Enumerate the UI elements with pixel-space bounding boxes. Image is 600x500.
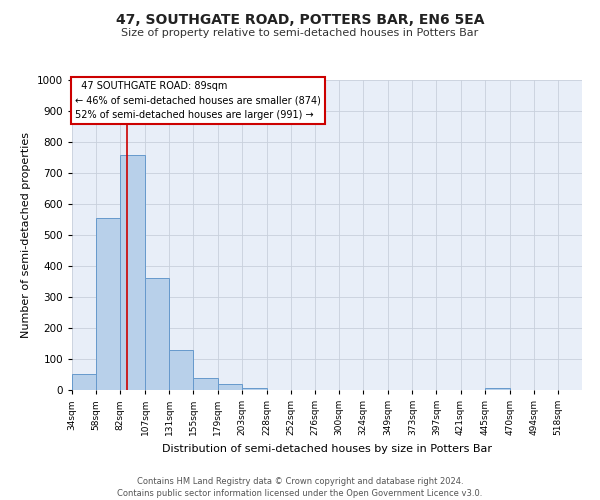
X-axis label: Distribution of semi-detached houses by size in Potters Bar: Distribution of semi-detached houses by … xyxy=(162,444,492,454)
Bar xyxy=(485,388,510,390)
Text: Contains HM Land Registry data © Crown copyright and database right 2024.: Contains HM Land Registry data © Crown c… xyxy=(137,478,463,486)
Bar xyxy=(145,278,169,390)
Bar xyxy=(96,218,120,390)
Y-axis label: Number of semi-detached properties: Number of semi-detached properties xyxy=(21,132,31,338)
Bar xyxy=(242,388,267,390)
Text: Size of property relative to semi-detached houses in Potters Bar: Size of property relative to semi-detach… xyxy=(121,28,479,38)
Text: 47 SOUTHGATE ROAD: 89sqm
← 46% of semi-detached houses are smaller (874)
52% of : 47 SOUTHGATE ROAD: 89sqm ← 46% of semi-d… xyxy=(75,80,321,120)
Bar xyxy=(218,384,242,390)
Text: Contains public sector information licensed under the Open Government Licence v3: Contains public sector information licen… xyxy=(118,489,482,498)
Bar xyxy=(193,378,218,390)
Bar xyxy=(169,350,193,390)
Bar xyxy=(72,374,96,390)
Bar xyxy=(120,155,145,390)
Text: 47, SOUTHGATE ROAD, POTTERS BAR, EN6 5EA: 47, SOUTHGATE ROAD, POTTERS BAR, EN6 5EA xyxy=(116,12,484,26)
